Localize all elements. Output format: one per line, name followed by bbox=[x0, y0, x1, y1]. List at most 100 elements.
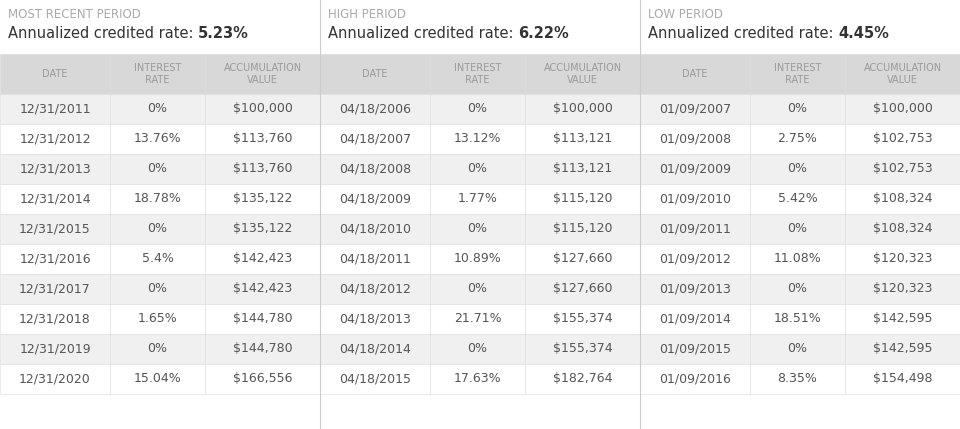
Text: MOST RECENT PERIOD: MOST RECENT PERIOD bbox=[8, 7, 141, 21]
Text: $127,660: $127,660 bbox=[553, 283, 612, 296]
Bar bbox=[640, 274, 750, 304]
Text: 4.45%: 4.45% bbox=[838, 27, 889, 42]
Text: 01/09/2010: 01/09/2010 bbox=[659, 193, 731, 205]
Text: $135,122: $135,122 bbox=[233, 193, 292, 205]
Bar bbox=[320, 214, 430, 244]
Bar bbox=[320, 334, 430, 364]
Bar bbox=[750, 124, 845, 154]
Text: 04/18/2009: 04/18/2009 bbox=[339, 193, 411, 205]
Bar bbox=[640, 94, 750, 124]
Text: $113,121: $113,121 bbox=[553, 163, 612, 175]
Bar bbox=[750, 154, 845, 184]
Text: $100,000: $100,000 bbox=[232, 103, 293, 115]
Text: $120,323: $120,323 bbox=[873, 253, 932, 266]
Bar bbox=[750, 364, 845, 394]
Bar bbox=[110, 124, 205, 154]
Text: $142,423: $142,423 bbox=[233, 253, 292, 266]
Bar bbox=[0, 184, 110, 214]
Bar bbox=[320, 184, 430, 214]
Text: $144,780: $144,780 bbox=[232, 342, 292, 356]
Bar bbox=[0, 94, 110, 124]
Bar bbox=[320, 364, 430, 394]
Bar bbox=[640, 184, 750, 214]
Bar bbox=[845, 94, 960, 124]
Bar bbox=[205, 124, 320, 154]
Bar bbox=[525, 304, 640, 334]
Text: 0%: 0% bbox=[148, 283, 167, 296]
Bar bbox=[430, 184, 525, 214]
Text: 0%: 0% bbox=[787, 163, 807, 175]
Bar bbox=[205, 214, 320, 244]
Text: 18.51%: 18.51% bbox=[774, 312, 822, 326]
Text: 0%: 0% bbox=[148, 223, 167, 236]
Bar bbox=[640, 124, 750, 154]
Bar bbox=[640, 244, 750, 274]
Text: 0%: 0% bbox=[148, 103, 167, 115]
Bar bbox=[0, 124, 110, 154]
Bar bbox=[845, 184, 960, 214]
Text: $102,753: $102,753 bbox=[873, 163, 932, 175]
Text: 0%: 0% bbox=[787, 283, 807, 296]
Text: $115,120: $115,120 bbox=[553, 223, 612, 236]
Text: INTEREST
RATE: INTEREST RATE bbox=[454, 63, 501, 85]
Bar bbox=[110, 304, 205, 334]
Text: 12/31/2014: 12/31/2014 bbox=[19, 193, 91, 205]
Bar bbox=[0, 364, 110, 394]
Text: 01/09/2008: 01/09/2008 bbox=[659, 133, 732, 145]
Bar bbox=[205, 244, 320, 274]
Text: Annualized credited rate:: Annualized credited rate: bbox=[8, 27, 198, 42]
Bar bbox=[640, 364, 750, 394]
Text: $142,595: $142,595 bbox=[873, 342, 932, 356]
Bar bbox=[110, 54, 205, 94]
Text: 04/18/2010: 04/18/2010 bbox=[339, 223, 411, 236]
Bar bbox=[845, 244, 960, 274]
Text: 01/09/2015: 01/09/2015 bbox=[659, 342, 731, 356]
Text: 1.65%: 1.65% bbox=[137, 312, 178, 326]
Text: 0%: 0% bbox=[468, 342, 488, 356]
Text: 12/31/2016: 12/31/2016 bbox=[19, 253, 91, 266]
Text: 01/09/2012: 01/09/2012 bbox=[660, 253, 731, 266]
Text: 10.89%: 10.89% bbox=[454, 253, 501, 266]
Text: ACCUMULATION
VALUE: ACCUMULATION VALUE bbox=[863, 63, 942, 85]
Text: $142,595: $142,595 bbox=[873, 312, 932, 326]
Text: 21.71%: 21.71% bbox=[454, 312, 501, 326]
Text: $113,760: $113,760 bbox=[232, 163, 292, 175]
Bar bbox=[205, 364, 320, 394]
Text: DATE: DATE bbox=[683, 69, 708, 79]
Bar bbox=[0, 54, 110, 94]
Text: $108,324: $108,324 bbox=[873, 223, 932, 236]
Text: 01/09/2011: 01/09/2011 bbox=[660, 223, 731, 236]
Text: 04/18/2011: 04/18/2011 bbox=[339, 253, 411, 266]
Bar bbox=[525, 274, 640, 304]
Bar bbox=[640, 154, 750, 184]
Text: 0%: 0% bbox=[787, 223, 807, 236]
Bar bbox=[110, 244, 205, 274]
Text: 15.04%: 15.04% bbox=[133, 372, 181, 386]
Bar bbox=[110, 274, 205, 304]
Text: INTEREST
RATE: INTEREST RATE bbox=[774, 63, 821, 85]
Text: $102,753: $102,753 bbox=[873, 133, 932, 145]
Bar bbox=[525, 334, 640, 364]
Bar bbox=[525, 94, 640, 124]
Text: 6.22%: 6.22% bbox=[518, 27, 569, 42]
Bar bbox=[525, 214, 640, 244]
Text: $135,122: $135,122 bbox=[233, 223, 292, 236]
Text: 11.08%: 11.08% bbox=[774, 253, 822, 266]
Text: $113,760: $113,760 bbox=[232, 133, 292, 145]
Text: $154,498: $154,498 bbox=[873, 372, 932, 386]
Bar bbox=[750, 184, 845, 214]
Text: 0%: 0% bbox=[148, 342, 167, 356]
Bar bbox=[525, 184, 640, 214]
Text: 13.76%: 13.76% bbox=[133, 133, 181, 145]
Bar bbox=[750, 214, 845, 244]
Bar bbox=[430, 94, 525, 124]
Bar bbox=[525, 54, 640, 94]
Bar bbox=[0, 334, 110, 364]
Bar bbox=[0, 154, 110, 184]
Text: $155,374: $155,374 bbox=[553, 342, 612, 356]
Text: 0%: 0% bbox=[787, 342, 807, 356]
Bar bbox=[525, 364, 640, 394]
Bar bbox=[750, 334, 845, 364]
Text: DATE: DATE bbox=[362, 69, 388, 79]
Bar bbox=[110, 334, 205, 364]
